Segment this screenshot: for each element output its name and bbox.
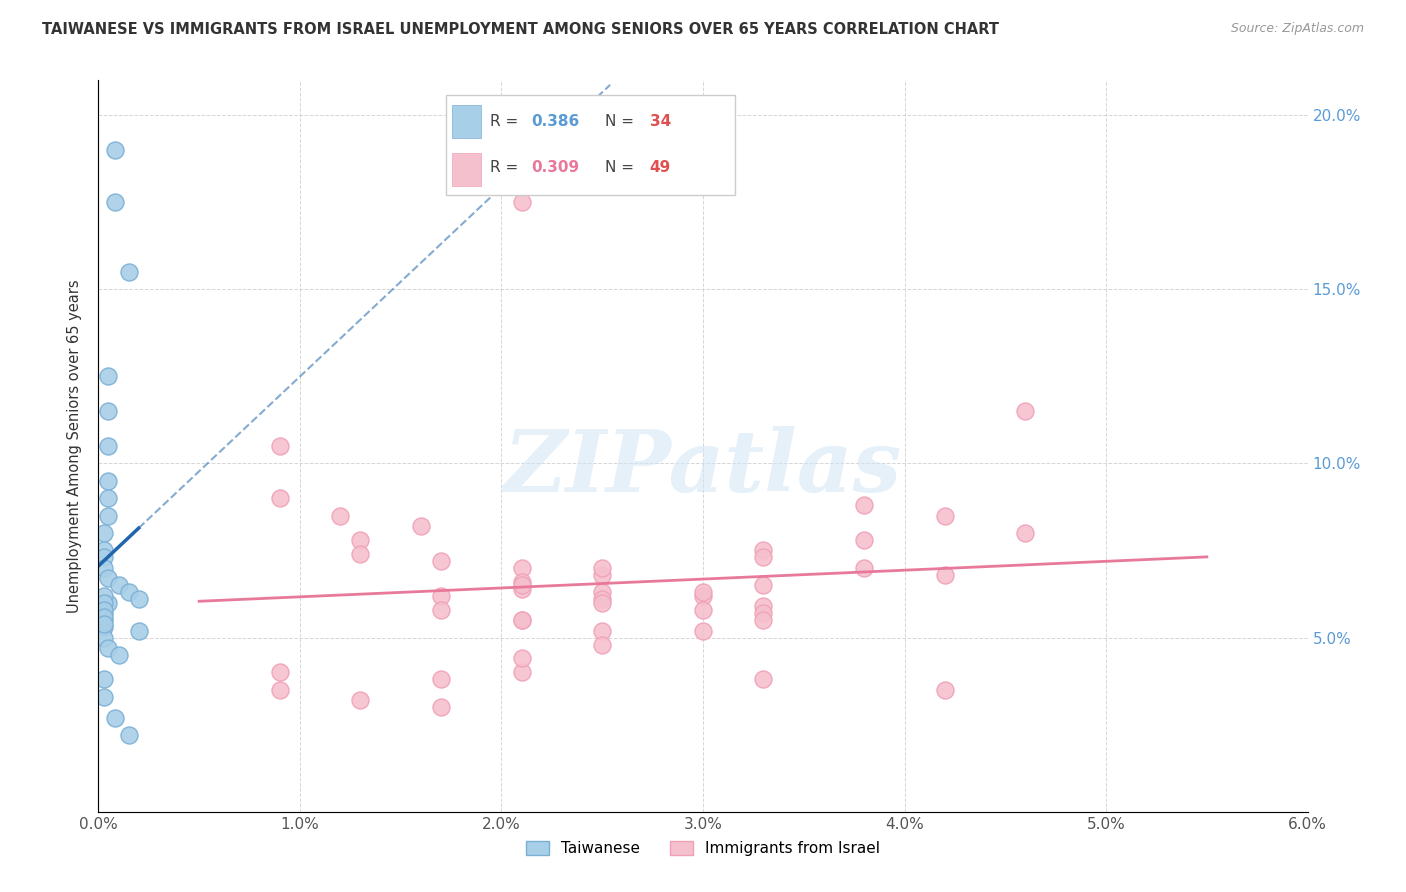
Point bbox=[269, 491, 291, 506]
Point bbox=[97, 491, 120, 506]
Point bbox=[692, 589, 714, 603]
Point bbox=[752, 613, 775, 627]
Text: Source: ZipAtlas.com: Source: ZipAtlas.com bbox=[1230, 22, 1364, 36]
Point bbox=[107, 578, 129, 592]
Point bbox=[93, 690, 115, 704]
Point bbox=[510, 574, 533, 589]
Point bbox=[103, 195, 125, 210]
Point bbox=[97, 596, 120, 610]
Point bbox=[752, 543, 775, 558]
Text: 0.309: 0.309 bbox=[531, 160, 579, 175]
Point bbox=[1014, 526, 1036, 541]
Point bbox=[591, 567, 613, 582]
Y-axis label: Unemployment Among Seniors over 65 years: Unemployment Among Seniors over 65 years bbox=[67, 279, 83, 613]
Legend: Taiwanese, Immigrants from Israel: Taiwanese, Immigrants from Israel bbox=[519, 835, 887, 863]
Point bbox=[752, 599, 775, 614]
Point bbox=[97, 439, 120, 453]
Point bbox=[93, 631, 115, 645]
Point bbox=[118, 728, 141, 742]
Text: 0.386: 0.386 bbox=[531, 114, 579, 128]
Point bbox=[510, 578, 533, 592]
Point bbox=[853, 498, 876, 512]
Point bbox=[934, 682, 956, 697]
Point bbox=[93, 526, 115, 541]
Point bbox=[269, 665, 291, 680]
Point bbox=[591, 585, 613, 599]
Point bbox=[97, 369, 120, 384]
Point bbox=[128, 592, 150, 607]
Point bbox=[349, 533, 371, 547]
FancyBboxPatch shape bbox=[451, 153, 481, 186]
Point bbox=[93, 613, 115, 627]
Point bbox=[269, 439, 291, 453]
Point bbox=[93, 673, 115, 687]
Point bbox=[510, 582, 533, 596]
Point bbox=[853, 561, 876, 575]
Point bbox=[752, 578, 775, 592]
Point bbox=[349, 547, 371, 561]
Point bbox=[93, 620, 115, 634]
Point bbox=[93, 609, 115, 624]
Point bbox=[97, 474, 120, 488]
Point bbox=[510, 665, 533, 680]
Point bbox=[591, 638, 613, 652]
Point bbox=[93, 550, 115, 565]
FancyBboxPatch shape bbox=[451, 105, 481, 137]
Text: R =: R = bbox=[491, 160, 523, 175]
Text: R =: R = bbox=[491, 114, 523, 128]
Point bbox=[93, 596, 115, 610]
Point bbox=[510, 613, 533, 627]
Point bbox=[97, 640, 120, 655]
Point bbox=[103, 143, 125, 157]
Point bbox=[510, 561, 533, 575]
Point bbox=[430, 554, 453, 568]
Point bbox=[1014, 404, 1036, 418]
Text: 49: 49 bbox=[650, 160, 671, 175]
Point bbox=[93, 543, 115, 558]
Point bbox=[430, 589, 453, 603]
FancyBboxPatch shape bbox=[446, 95, 735, 195]
Point bbox=[510, 613, 533, 627]
Text: N =: N = bbox=[606, 160, 640, 175]
Point bbox=[752, 606, 775, 620]
Point bbox=[591, 592, 613, 607]
Point bbox=[591, 624, 613, 638]
Point bbox=[118, 265, 141, 279]
Point bbox=[752, 550, 775, 565]
Point bbox=[97, 404, 120, 418]
Point bbox=[853, 533, 876, 547]
Point bbox=[93, 561, 115, 575]
Point bbox=[752, 673, 775, 687]
Point bbox=[430, 700, 453, 714]
Text: ZIPatlas: ZIPatlas bbox=[503, 426, 903, 509]
Point bbox=[934, 508, 956, 523]
Text: 34: 34 bbox=[650, 114, 671, 128]
Point bbox=[591, 561, 613, 575]
Point bbox=[692, 585, 714, 599]
Point bbox=[118, 585, 141, 599]
Text: TAIWANESE VS IMMIGRANTS FROM ISRAEL UNEMPLOYMENT AMONG SENIORS OVER 65 YEARS COR: TAIWANESE VS IMMIGRANTS FROM ISRAEL UNEM… bbox=[42, 22, 1000, 37]
Point bbox=[510, 195, 533, 210]
Point bbox=[692, 624, 714, 638]
Point bbox=[591, 596, 613, 610]
Point bbox=[430, 673, 453, 687]
Point bbox=[692, 603, 714, 617]
Point bbox=[107, 648, 129, 662]
Point bbox=[349, 693, 371, 707]
Point bbox=[97, 508, 120, 523]
Point bbox=[103, 711, 125, 725]
Point bbox=[93, 589, 115, 603]
Point bbox=[409, 519, 432, 533]
Point bbox=[97, 571, 120, 585]
Point bbox=[128, 624, 150, 638]
Point bbox=[329, 508, 352, 523]
Point bbox=[430, 603, 453, 617]
Point bbox=[93, 616, 115, 631]
Text: N =: N = bbox=[606, 114, 640, 128]
Point bbox=[510, 651, 533, 665]
Point bbox=[93, 603, 115, 617]
Point bbox=[934, 567, 956, 582]
Point bbox=[269, 682, 291, 697]
Point bbox=[93, 606, 115, 620]
